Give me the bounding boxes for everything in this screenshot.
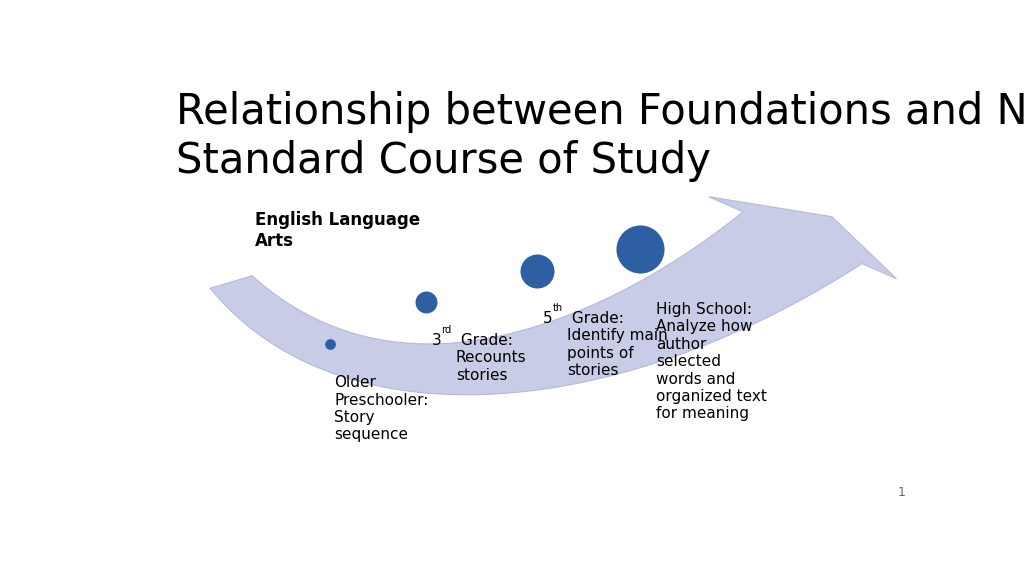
Text: 1: 1	[898, 486, 905, 499]
Point	[632, 244, 648, 253]
Text: Grade:
Identify main
points of
stories: Grade: Identify main points of stories	[567, 311, 668, 378]
Text: Grade:
Recounts
stories: Grade: Recounts stories	[456, 333, 526, 383]
Text: Relationship between Foundations and NC
Standard Course of Study: Relationship between Foundations and NC …	[176, 92, 1024, 182]
Text: rd: rd	[441, 325, 452, 335]
Text: 3: 3	[432, 333, 441, 348]
Point	[418, 297, 434, 306]
Text: Older
Preschooler:
Story
sequence: Older Preschooler: Story sequence	[334, 375, 429, 442]
Text: High School:
Analyze how
author
selected
words and
organized text
for meaning: High School: Analyze how author selected…	[655, 302, 767, 422]
Text: 5: 5	[543, 311, 553, 326]
Point	[323, 339, 339, 348]
Point	[528, 266, 545, 275]
Text: th: th	[553, 303, 563, 313]
Polygon shape	[210, 196, 896, 395]
Text: English Language
Arts: English Language Arts	[255, 211, 420, 250]
